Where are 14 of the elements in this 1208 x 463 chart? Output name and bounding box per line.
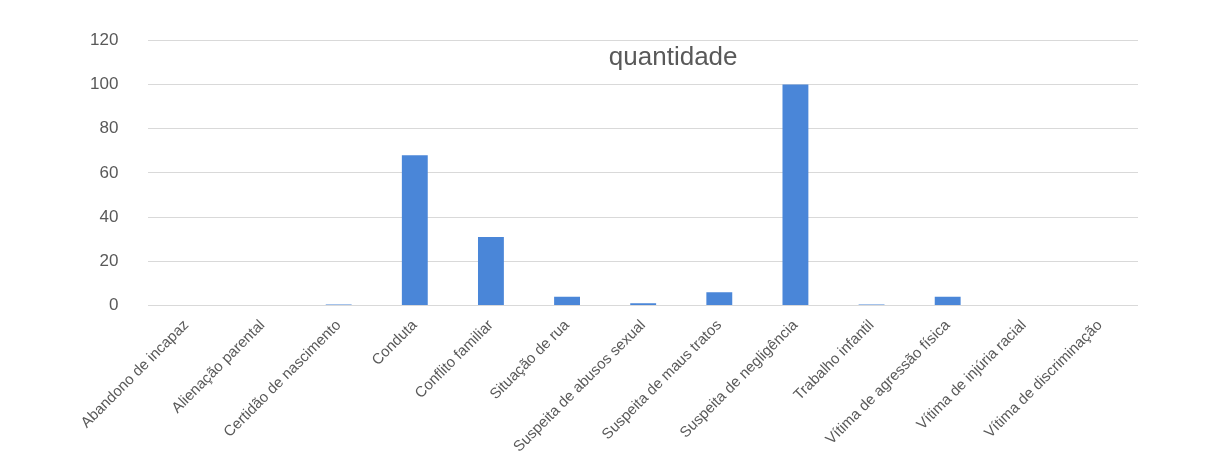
y-tick-label: 60 [99, 162, 119, 182]
y-tick-label: 80 [99, 118, 119, 138]
bar [934, 296, 961, 305]
y-tick-label: 40 [99, 206, 119, 226]
y-tick-label: 20 [99, 250, 119, 270]
chart-title: quantidade [608, 41, 738, 72]
bar [706, 292, 733, 305]
bar [477, 236, 504, 305]
bar [554, 296, 580, 305]
y-tick-label: 0 [108, 295, 119, 315]
y-tick-label: 120 [89, 29, 119, 49]
bar [401, 155, 428, 305]
bar [782, 84, 809, 305]
y-tick-label: 100 [89, 74, 119, 94]
